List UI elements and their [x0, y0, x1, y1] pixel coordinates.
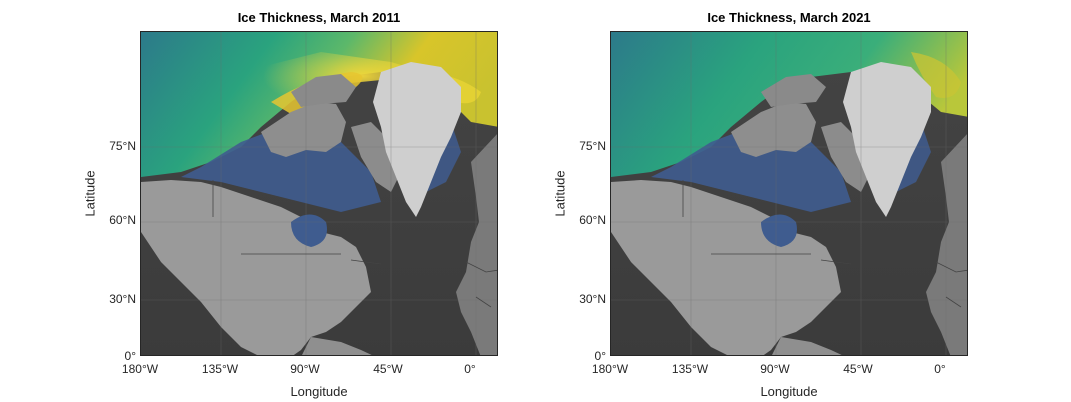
ice-thickness-map	[611, 32, 967, 355]
map-frame	[140, 31, 498, 356]
xtick-label: 135°W	[671, 362, 709, 376]
xtick-label: 135°W	[201, 362, 239, 376]
map-frame	[610, 31, 968, 356]
map-panel-2011: Ice Thickness, March 2011	[50, 0, 550, 402]
political-borders	[682, 180, 967, 308]
ytick-label: 75°N	[579, 139, 606, 153]
ytick-label: 0°	[594, 349, 606, 363]
map-panel-2021: Ice Thickness, March 2021	[520, 0, 1020, 402]
hudson-bay	[761, 214, 797, 247]
canadian-archipelago	[291, 74, 356, 107]
panel-title: Ice Thickness, March 2011	[237, 10, 401, 25]
ytick-label: 60°N	[109, 213, 136, 227]
canadian-archipelago	[261, 102, 346, 157]
xtick-label: 45°W	[843, 362, 873, 376]
north-america-land	[141, 180, 371, 355]
ice-thickness-map	[141, 32, 497, 355]
thick-ice-band	[911, 52, 961, 98]
central-america-land	[302, 337, 372, 355]
ytick-label: 30°N	[579, 292, 606, 306]
central-america-land	[772, 337, 842, 355]
xtick-label: 45°W	[373, 362, 403, 376]
xtick-label: 180°W	[591, 362, 629, 376]
xtick-label: 0°	[464, 362, 476, 376]
xtick-label: 90°W	[290, 362, 320, 376]
y-axis-label: Latitude	[552, 170, 568, 217]
ytick-label: 30°N	[109, 292, 136, 306]
greenland	[843, 62, 931, 217]
north-america-land	[611, 180, 841, 355]
graticule	[611, 32, 967, 355]
canadian-archipelago	[761, 74, 826, 107]
x-axis-label: Longitude	[290, 384, 348, 399]
ytick-label: 75°N	[109, 139, 136, 153]
xtick-label: 90°W	[760, 362, 790, 376]
greenland	[373, 62, 461, 217]
y-axis-label: Latitude	[82, 170, 98, 217]
x-axis-label: Longitude	[760, 384, 818, 399]
xtick-label: 180°W	[121, 362, 159, 376]
ytick-label: 60°N	[579, 213, 606, 227]
canadian-archipelago	[731, 102, 816, 157]
panel-title: Ice Thickness, March 2021	[707, 10, 871, 25]
ytick-label: 0°	[124, 349, 136, 363]
political-borders	[212, 180, 497, 308]
hudson-bay	[291, 214, 327, 247]
graticule	[141, 32, 497, 355]
xtick-label: 0°	[934, 362, 946, 376]
